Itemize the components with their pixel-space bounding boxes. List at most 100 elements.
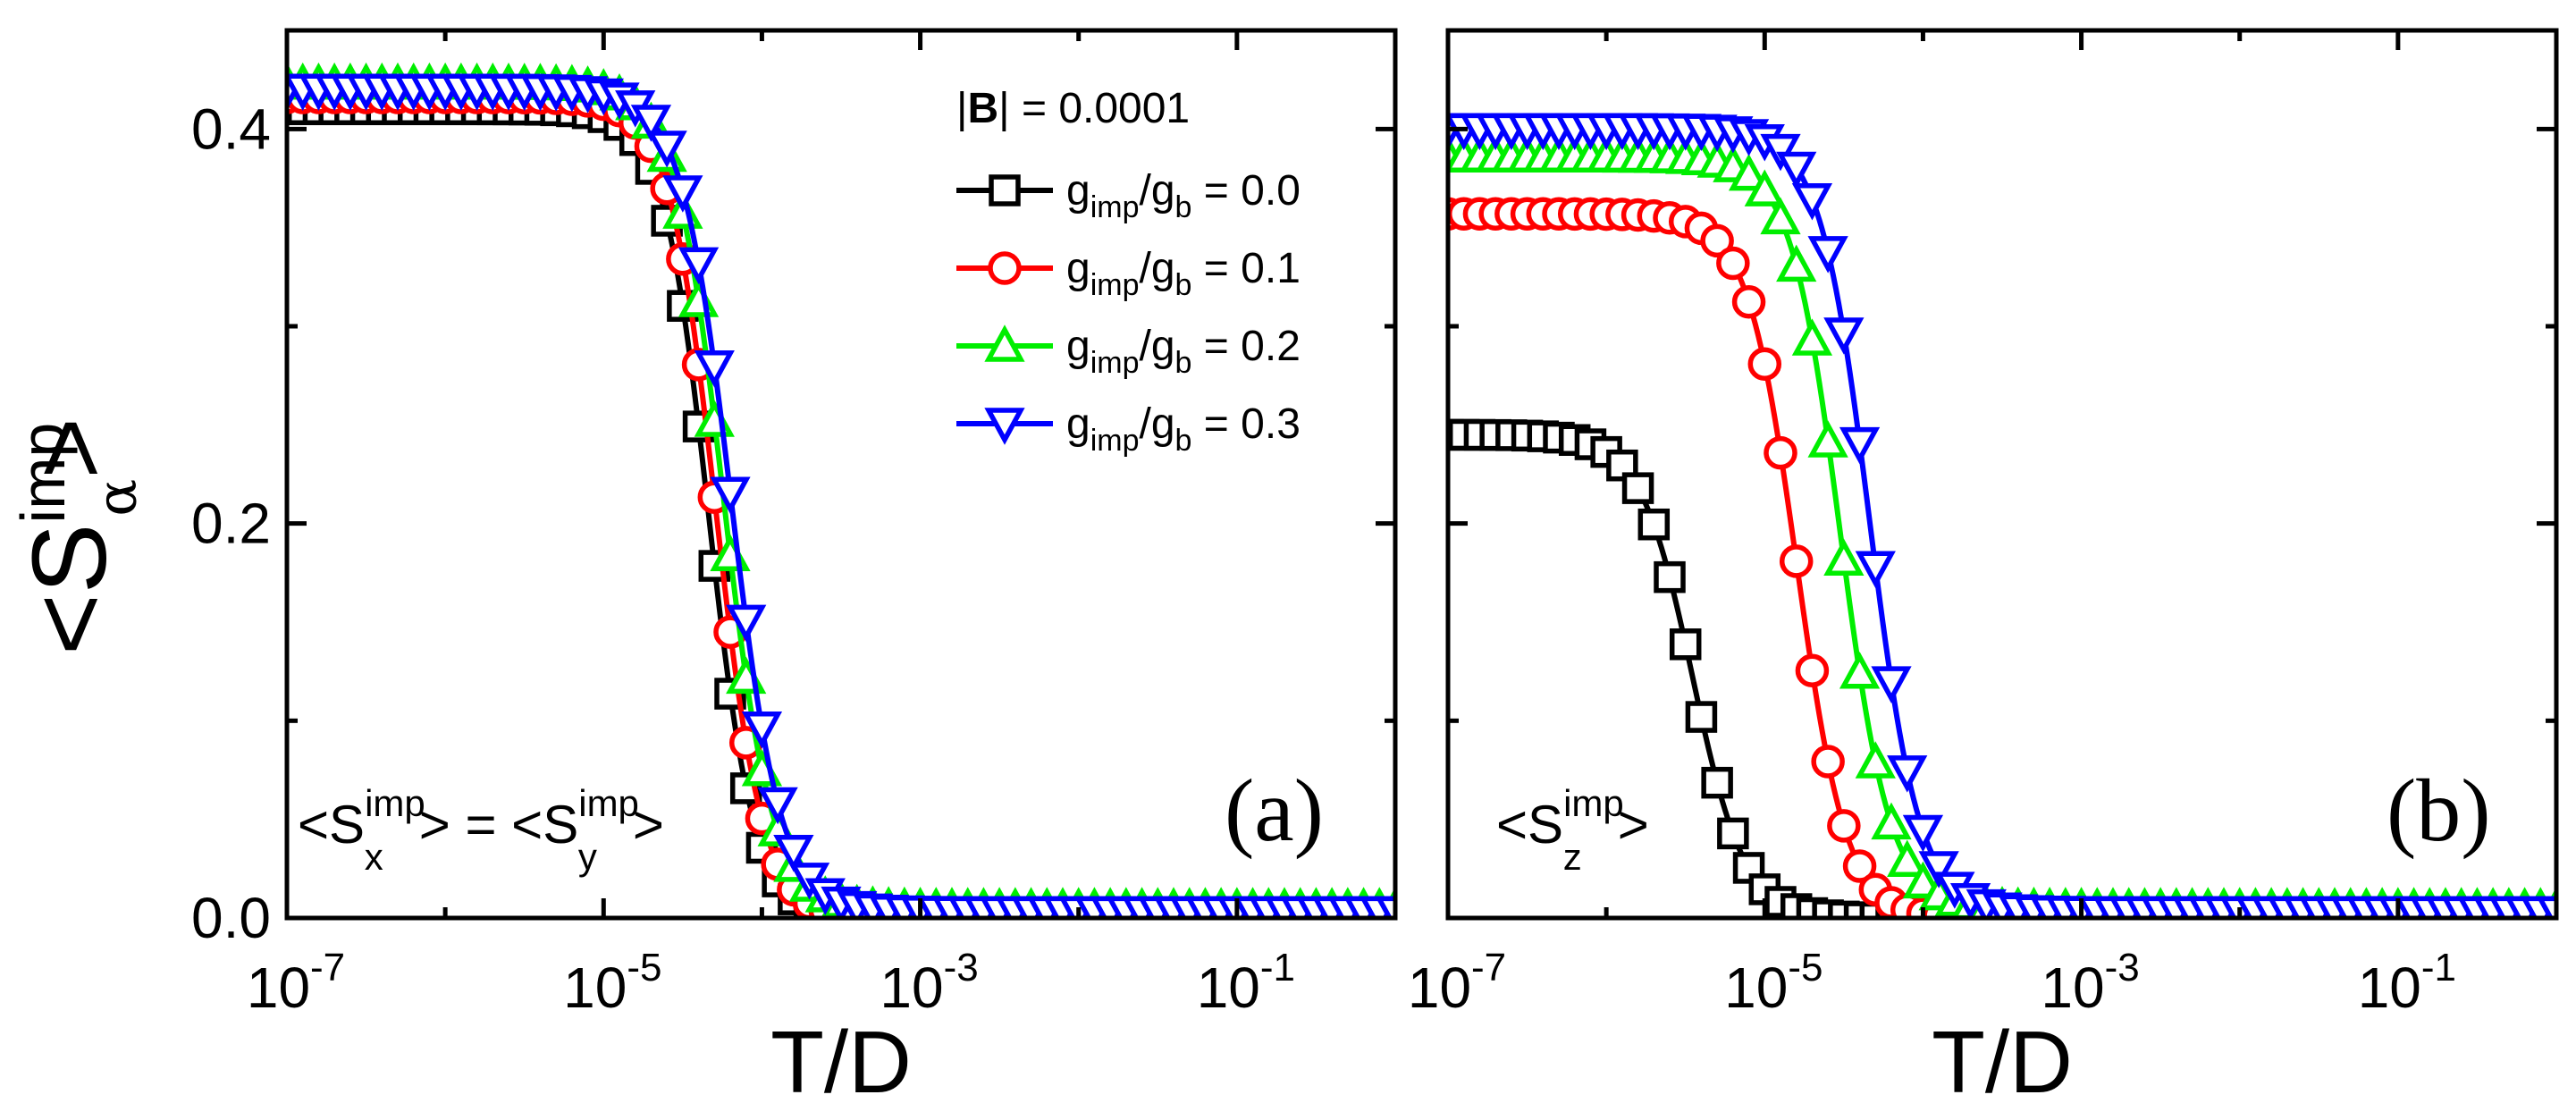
data-point xyxy=(646,131,687,168)
legend-marker xyxy=(984,408,1025,445)
data-point xyxy=(1716,246,1750,281)
panel-a-frame xyxy=(284,28,1398,921)
x-tick-label: 10-1 xyxy=(1197,946,1295,1020)
data-point xyxy=(1728,153,1770,191)
data-point xyxy=(1701,766,1733,799)
annotation-b: <Simp z > xyxy=(1496,782,1649,878)
y-tick-label: 0.0 xyxy=(191,886,271,950)
y-ticks-b xyxy=(1448,126,2556,921)
data-point xyxy=(1760,133,1801,172)
data-point xyxy=(726,604,767,643)
data-point xyxy=(1902,814,1944,853)
data-point xyxy=(1855,551,1896,589)
data-point xyxy=(1823,317,1865,355)
annotation-a: <Simp x> = <Simp y> xyxy=(298,782,664,878)
annotation-b-lt: <S xyxy=(1496,795,1563,855)
data-point xyxy=(1842,849,1877,883)
data-point xyxy=(773,835,814,872)
data-point xyxy=(1791,318,1833,356)
annotation-b-gt: > xyxy=(1618,795,1649,855)
data-point xyxy=(1807,420,1848,458)
annotation-a-sup-x: imp xyxy=(365,782,425,824)
data-point xyxy=(1764,435,1797,470)
data-point xyxy=(1918,851,1959,888)
data-point xyxy=(662,175,703,213)
data-point xyxy=(1827,809,1861,843)
data-point xyxy=(1839,652,1881,689)
y-axis-label-sup: imp xyxy=(8,423,78,524)
data-point xyxy=(1811,745,1845,779)
data-point xyxy=(630,105,672,142)
legend-field-post: | = 0.0001 xyxy=(998,85,1190,132)
data-point xyxy=(1621,472,1654,504)
data-point xyxy=(1760,197,1801,235)
y-axis-label-close: > xyxy=(11,417,129,479)
data-point xyxy=(1779,544,1814,578)
data-point xyxy=(1887,839,1928,878)
legend-label: gimp/gb = 0.2 xyxy=(1066,323,1301,380)
panel-a: 0.00.20.4 10-7 10-5 10-3 10-1 T/D (a) <Simp… xyxy=(191,28,1398,1111)
y-tick-label: 0.4 xyxy=(191,97,271,161)
data-point xyxy=(1731,285,1766,319)
legend-label: gimp/gb = 0.3 xyxy=(1066,400,1301,458)
data-point xyxy=(1717,817,1749,850)
data-point xyxy=(1637,508,1671,541)
x-axis-label-b: T/D xyxy=(1932,1013,2073,1111)
annotation-a-sub-x: x xyxy=(365,836,383,878)
panel-b-frame xyxy=(1445,28,2559,921)
x-axis-label-a: T/D xyxy=(770,1013,912,1111)
data-point xyxy=(1776,151,1817,189)
data-point xyxy=(1855,741,1896,779)
legend-field-pre: | xyxy=(956,85,967,132)
data-point xyxy=(1685,701,1718,733)
panel-label-b: (b) xyxy=(2387,761,2491,860)
annotation-a-sub-y: y xyxy=(578,836,597,878)
annotation-b-sub: z xyxy=(1563,836,1582,878)
legend: |B| = 0.0001 gimp/gb = 0.0 gimp/gb = 0.1 g… xyxy=(956,85,1301,458)
x-tick-label: 10-5 xyxy=(563,946,661,1020)
y-axis-label: <Simp α> xyxy=(8,417,149,655)
data-point xyxy=(741,712,783,749)
panel-b: 10-7 10-5 10-3 10-1 T/D (b) <Simp z > xyxy=(1408,28,2559,1111)
annotation-a-gt: > xyxy=(633,795,664,855)
plot-area-a xyxy=(287,62,1395,918)
legend-marker xyxy=(984,324,1025,362)
legend-marker xyxy=(988,251,1022,285)
annotation-a-mid: > = <S xyxy=(419,795,578,855)
x-tick-label: 10-7 xyxy=(247,946,345,1020)
data-point xyxy=(2536,896,2556,918)
series-3 xyxy=(1448,113,2556,918)
data-point xyxy=(678,247,720,285)
data-point xyxy=(694,350,735,388)
plot-series-group xyxy=(1448,113,2556,918)
data-point xyxy=(710,476,751,514)
y-ticks-a: 0.0 0.2 0.4 xyxy=(191,97,1395,950)
x-tick-label: 10-3 xyxy=(2041,946,2139,1020)
panel-label-a: (a) xyxy=(1225,761,1324,860)
annotation-a-lt: <S xyxy=(298,795,365,855)
x-tick-label: 10-7 xyxy=(1408,946,1506,1020)
data-point xyxy=(1700,223,1734,258)
data-point xyxy=(757,787,798,825)
data-point xyxy=(1669,628,1702,661)
x-ticks-a: 10-7 10-5 10-3 10-1 xyxy=(247,30,1398,1020)
plot-area-b xyxy=(1448,113,2556,918)
x-tick-label: 10-5 xyxy=(1724,946,1823,1020)
data-point xyxy=(1871,802,1912,840)
legend-field-bold: B xyxy=(967,85,998,132)
data-point xyxy=(1747,347,1782,381)
legend-label: gimp/gb = 0.1 xyxy=(1066,245,1301,302)
plot-series-group xyxy=(287,62,1395,918)
y-axis-label-sub: α xyxy=(84,479,149,517)
data-point xyxy=(1871,666,1912,703)
x-ticks-b: 10-7 10-5 10-3 10-1 xyxy=(1408,30,2559,1020)
annotation-b-sup: imp xyxy=(1563,782,1624,824)
x-tick-label: 10-3 xyxy=(880,946,978,1020)
data-point xyxy=(1744,169,1785,206)
data-point xyxy=(1795,653,1830,687)
legend-field-label: |B| = 0.0001 xyxy=(956,85,1190,132)
series-3 xyxy=(287,73,1395,918)
data-point xyxy=(1654,560,1686,594)
legend-label: gimp/gb = 0.0 xyxy=(1066,167,1301,224)
